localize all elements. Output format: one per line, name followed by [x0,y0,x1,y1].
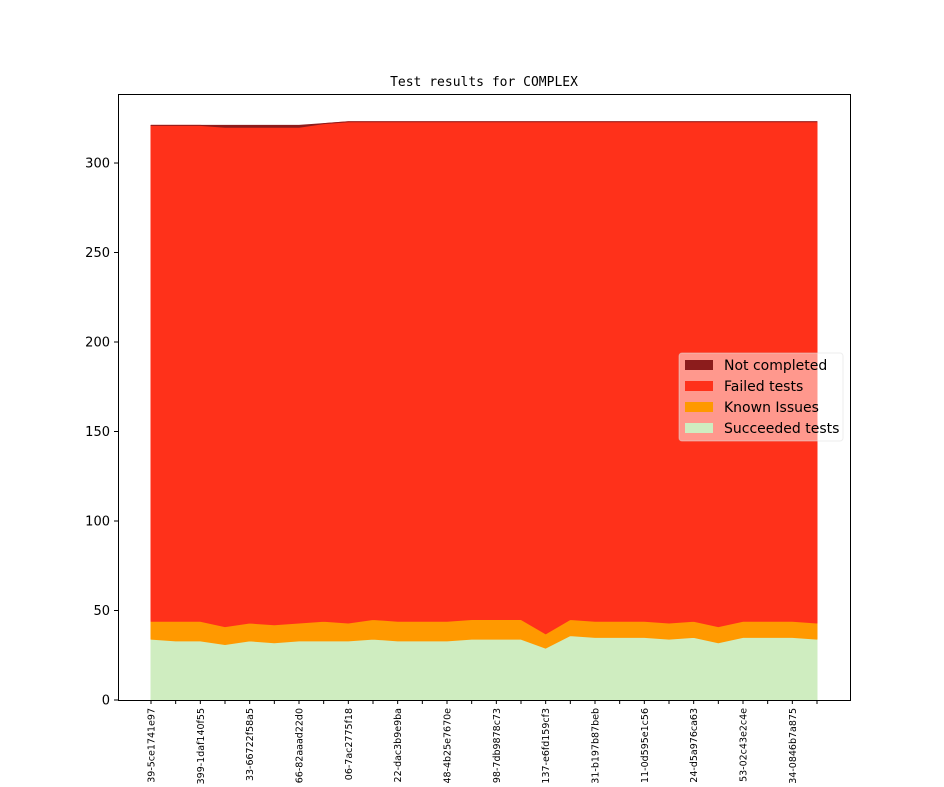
plot-frame [118,94,851,701]
y-tick-label: 50 [93,604,110,619]
x-tick-label: 98-7db9878c73 [492,708,503,783]
legend-box [678,352,844,442]
legend-swatch [685,381,713,391]
legend: Not completed Failed tests Known Issues Suc… [678,352,844,442]
area-succeeded-tests [150,635,818,701]
x-tick-label: 399-1daf140f55 [196,708,207,784]
legend-swatch [685,402,713,412]
legend-label: Succeeded tests [724,421,839,437]
area-not-completed [150,121,818,128]
legend-swatch [685,360,713,370]
legend-label: Not completed [724,358,827,374]
x-tick-label: 33-66722f58a5 [245,708,256,781]
legend-label: Known Issues [724,400,819,416]
y-tick-label: 150 [85,425,110,440]
y-tick-label: 100 [85,515,110,530]
chart-title: Test results for COMPLEX [390,75,578,90]
x-tick-label: 22-dac3b9e9ba [393,708,404,782]
x-tick-label: 31-b197b87beb [591,708,602,784]
y-tick-label: 250 [85,246,110,261]
x-tick-label: 48-4b25e7670e [443,708,454,784]
x-tick-label: 06-7ac2775f18 [344,708,355,780]
y-tick-label: 200 [85,336,110,351]
x-tick-label: 11-0d595e1c56 [640,708,651,783]
legend-swatch [685,423,713,433]
legend-label: Failed tests [724,379,803,395]
x-tick-label: 24-d5a976ca63 [689,708,700,783]
y-tick-label: 300 [85,157,110,172]
x-tick-label: 34-0846b7a875 [788,708,799,784]
x-tick-label: 53-02c43e2c4e [739,708,750,782]
x-tick-label: 137-e6fd159cf3 [541,708,552,784]
areas [150,121,818,701]
x-tick-label: 66-82aaad22d0 [295,708,306,783]
y-axis: 0 50 100 150 200 250 300 [85,157,118,709]
x-axis: 39-5ce1741e97 399-1daf140f55 33-66722f58a5… [147,700,818,784]
y-tick-label: 0 [102,694,110,709]
x-tick-label: 39-5ce1741e97 [147,708,158,783]
